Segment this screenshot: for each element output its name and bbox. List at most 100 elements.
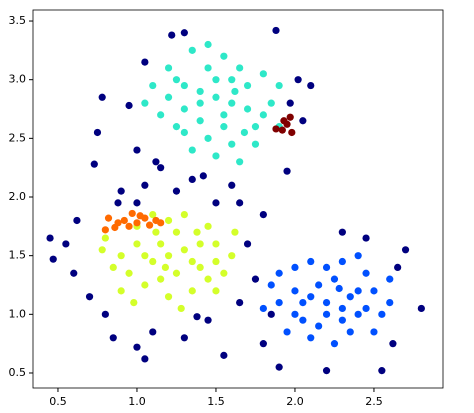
point bbox=[378, 367, 386, 375]
point bbox=[157, 240, 165, 248]
point bbox=[141, 99, 149, 107]
point bbox=[288, 128, 296, 137]
point bbox=[243, 81, 252, 90]
point bbox=[193, 313, 201, 321]
point bbox=[136, 212, 144, 220]
point bbox=[283, 167, 291, 175]
point bbox=[370, 328, 378, 336]
point bbox=[231, 228, 239, 236]
point bbox=[133, 146, 141, 154]
point bbox=[98, 93, 106, 101]
point bbox=[236, 199, 244, 207]
point bbox=[354, 287, 362, 295]
point bbox=[93, 128, 102, 137]
point bbox=[128, 209, 136, 218]
point bbox=[251, 275, 260, 283]
point bbox=[180, 246, 188, 254]
y-tick-label: 1.0 bbox=[9, 307, 27, 320]
x-tick-label: 1.0 bbox=[128, 395, 146, 408]
point bbox=[164, 293, 173, 301]
point bbox=[283, 328, 291, 336]
point bbox=[149, 211, 157, 219]
point bbox=[164, 216, 173, 225]
point bbox=[164, 93, 173, 101]
point bbox=[322, 263, 331, 271]
point bbox=[196, 263, 204, 271]
point bbox=[228, 99, 236, 107]
point bbox=[188, 257, 196, 266]
point bbox=[141, 355, 149, 363]
point bbox=[354, 310, 362, 318]
point bbox=[243, 105, 252, 113]
point bbox=[212, 287, 220, 295]
point bbox=[362, 304, 370, 313]
point bbox=[204, 316, 212, 324]
point bbox=[157, 219, 165, 227]
point bbox=[220, 123, 228, 131]
point bbox=[291, 287, 299, 295]
point bbox=[101, 226, 109, 234]
point bbox=[299, 316, 307, 324]
point bbox=[286, 99, 294, 107]
point bbox=[188, 175, 196, 184]
point bbox=[401, 246, 410, 254]
point bbox=[125, 222, 133, 230]
point bbox=[125, 101, 133, 110]
point bbox=[220, 52, 228, 60]
point bbox=[130, 298, 138, 307]
point bbox=[196, 87, 204, 96]
point bbox=[149, 257, 157, 266]
point bbox=[338, 316, 346, 324]
point bbox=[188, 46, 196, 54]
point bbox=[204, 64, 212, 72]
point bbox=[188, 287, 196, 295]
x-tick-label: 2.5 bbox=[365, 395, 383, 408]
point bbox=[146, 221, 154, 229]
point bbox=[291, 263, 299, 271]
y-tick-label: 0.5 bbox=[9, 366, 27, 379]
point bbox=[243, 240, 252, 248]
point bbox=[307, 81, 315, 90]
point bbox=[49, 255, 57, 263]
point bbox=[212, 199, 220, 207]
point bbox=[267, 310, 275, 318]
point bbox=[125, 269, 133, 277]
point bbox=[212, 93, 220, 101]
point bbox=[204, 134, 212, 142]
point bbox=[275, 298, 283, 307]
point bbox=[157, 164, 165, 172]
point bbox=[212, 257, 220, 266]
point bbox=[220, 351, 228, 359]
point bbox=[338, 304, 346, 313]
point bbox=[152, 158, 160, 166]
point bbox=[168, 31, 176, 39]
y-tick-label: 2.5 bbox=[9, 131, 27, 144]
point bbox=[101, 310, 109, 318]
point bbox=[180, 81, 188, 90]
point bbox=[149, 81, 157, 90]
point bbox=[196, 117, 204, 125]
point bbox=[236, 298, 244, 307]
point bbox=[389, 340, 397, 348]
point bbox=[370, 287, 378, 295]
point bbox=[228, 181, 236, 189]
point bbox=[394, 263, 402, 271]
point bbox=[346, 293, 354, 301]
point bbox=[120, 216, 128, 225]
point bbox=[231, 87, 239, 96]
point bbox=[338, 228, 346, 236]
point bbox=[104, 214, 113, 222]
point bbox=[259, 70, 267, 78]
point bbox=[109, 334, 117, 342]
point bbox=[85, 293, 94, 301]
point bbox=[164, 252, 173, 260]
point bbox=[204, 222, 212, 230]
point bbox=[251, 140, 260, 148]
point bbox=[193, 228, 201, 236]
point bbox=[386, 298, 394, 307]
point bbox=[164, 64, 173, 72]
y-tick-label: 1.5 bbox=[9, 249, 27, 262]
y-tick-label: 3.0 bbox=[9, 73, 27, 86]
point bbox=[335, 284, 343, 293]
